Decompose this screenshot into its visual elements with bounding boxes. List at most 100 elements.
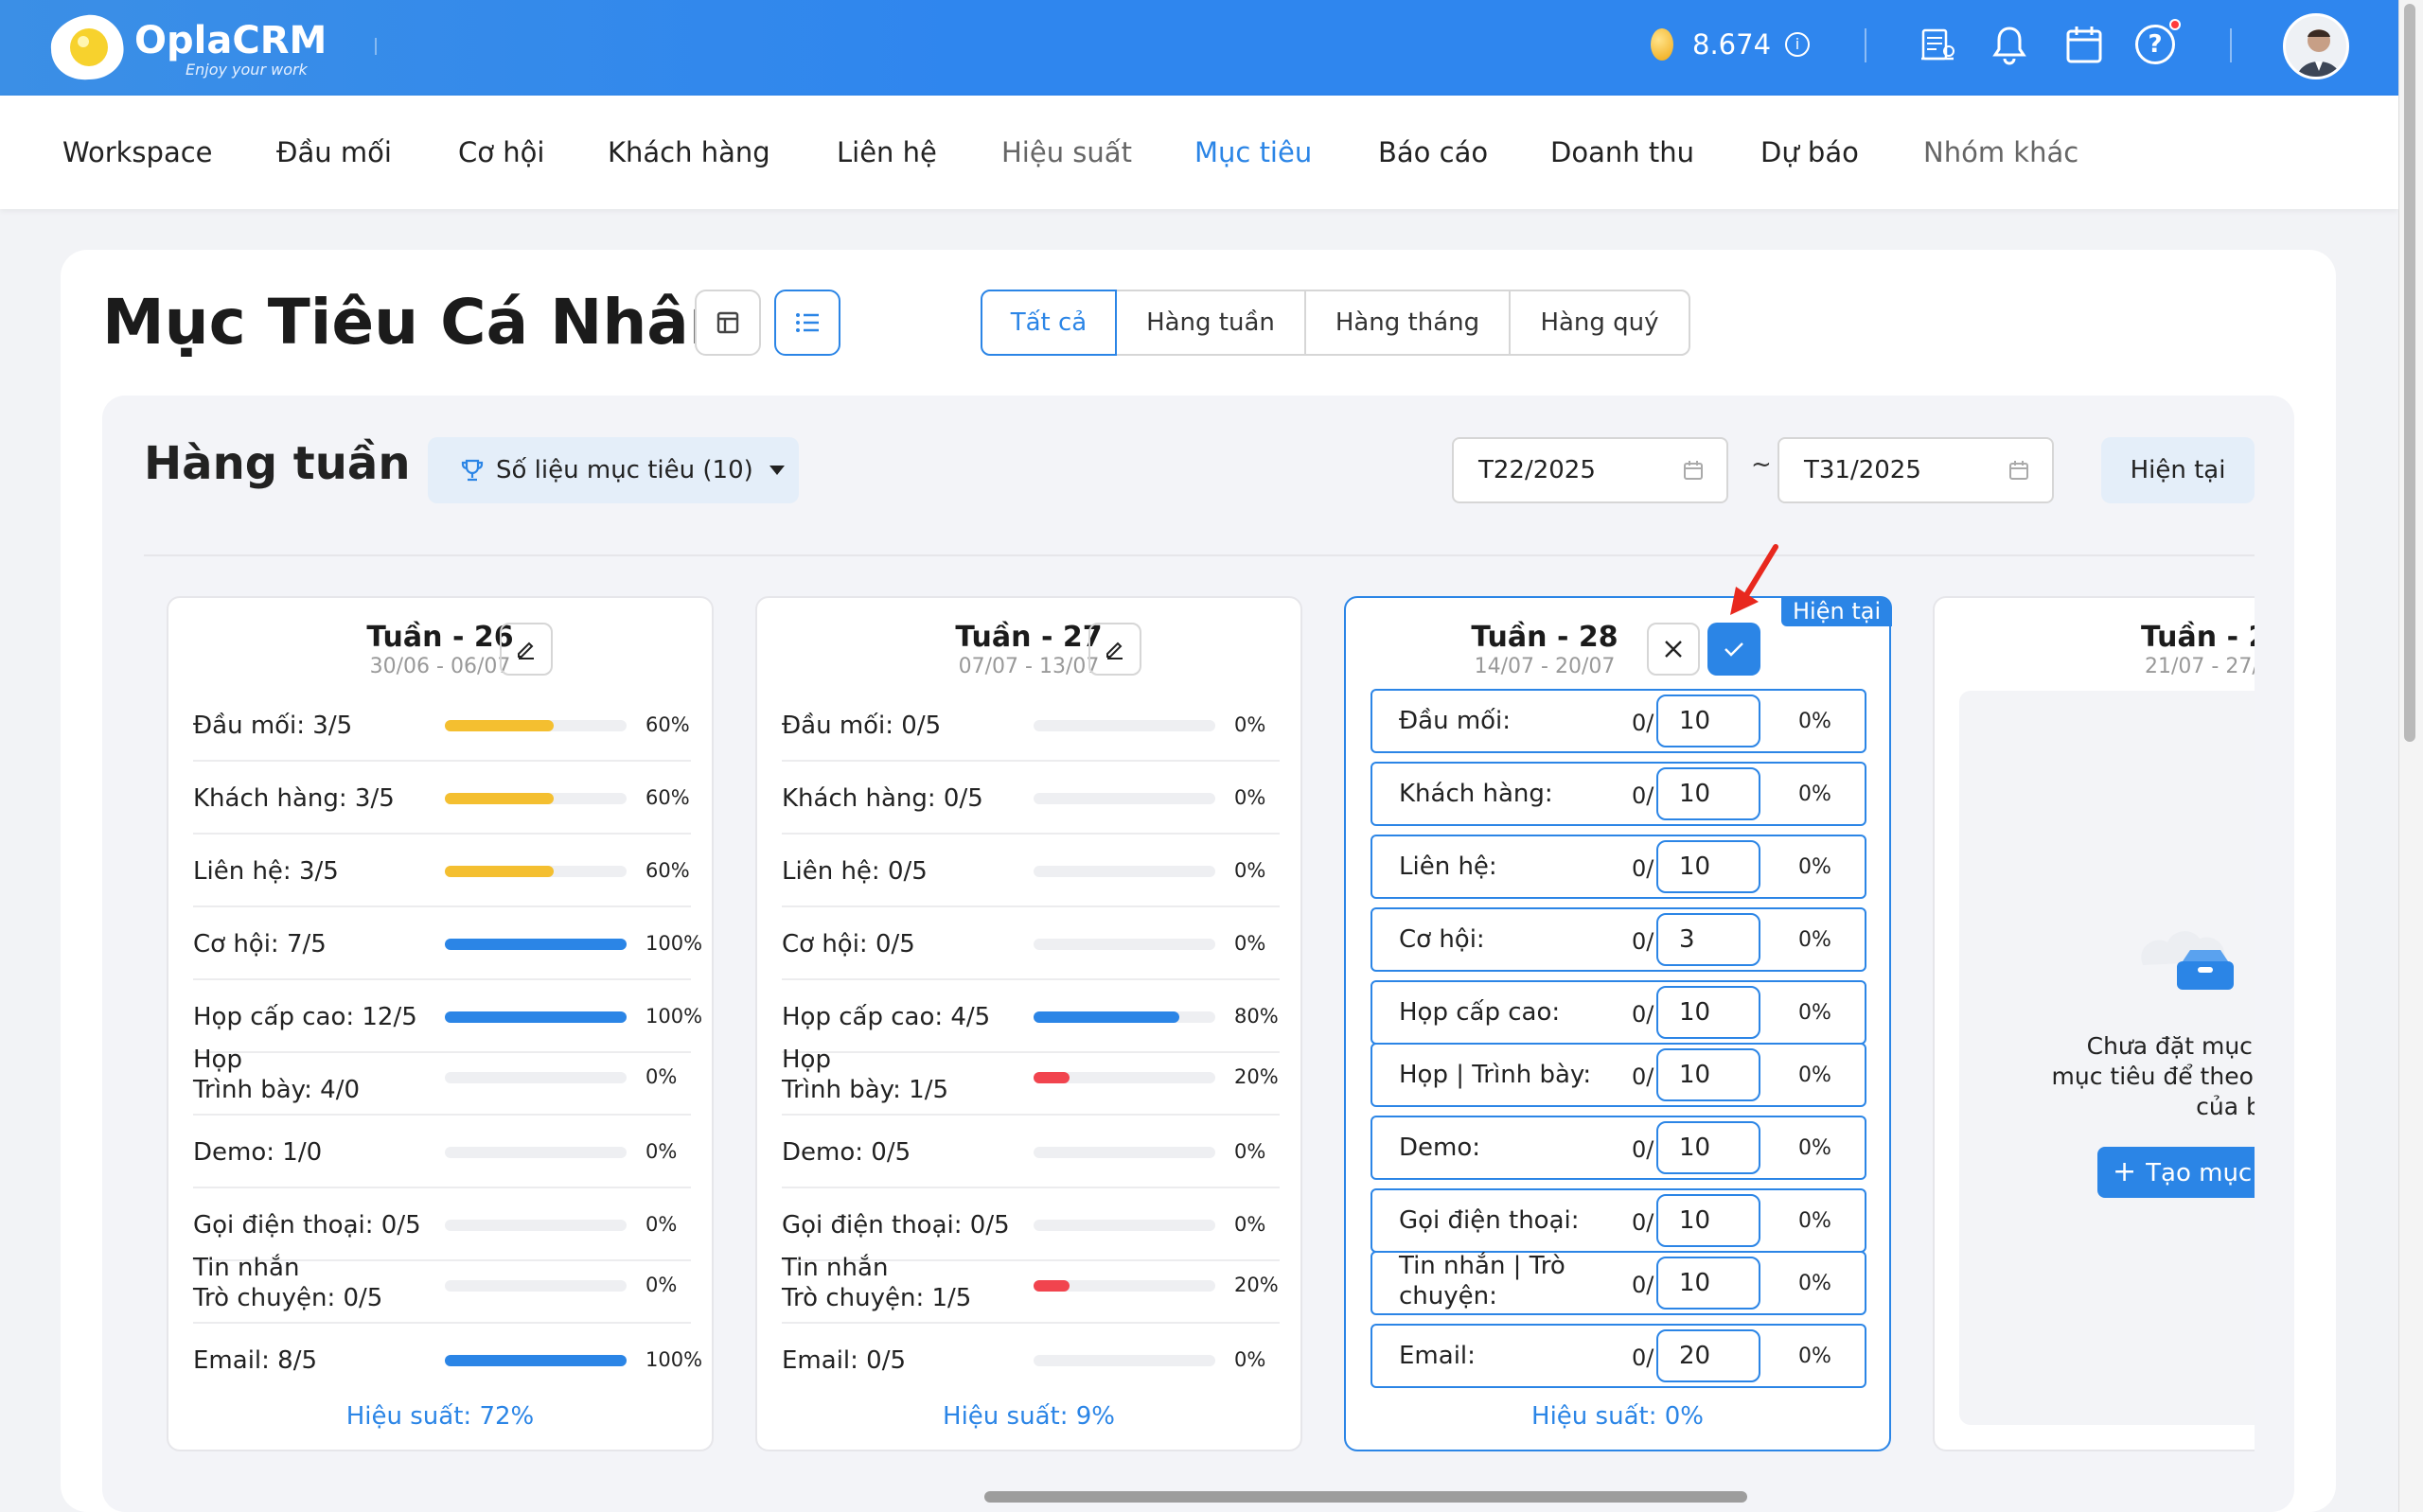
- goal-label: Khách hàng:: [1399, 780, 1553, 808]
- nav-revenue[interactable]: Doanh thu: [1550, 136, 1694, 168]
- goal-label: Đầu mối:: [1399, 707, 1512, 735]
- current-period-button[interactable]: Hiện tại: [2101, 437, 2255, 503]
- tab-all[interactable]: Tất cả: [981, 290, 1117, 356]
- calendar-icon[interactable]: [2065, 25, 2103, 64]
- tab-weekly[interactable]: Hàng tuần: [1115, 290, 1306, 356]
- goal-progress-fill: [1034, 1279, 1070, 1292]
- annotation-arrow-icon: [1730, 544, 1778, 615]
- logo[interactable]: [45, 9, 131, 85]
- week-dates: 07/07 - 13/07: [958, 655, 1100, 678]
- report-icon[interactable]: [1918, 26, 1957, 64]
- brand-tagline: Enjoy your work: [186, 61, 308, 79]
- goal-label: Khách hàng: 3/5: [193, 783, 395, 813]
- list-view-button[interactable]: [774, 290, 840, 356]
- goal-target-input[interactable]: 10: [1656, 986, 1760, 1039]
- help-icon[interactable]: ?: [2135, 25, 2175, 64]
- board-view-button[interactable]: [695, 290, 761, 356]
- goal-edit-row: Họp cấp cao: 0/10 0%: [1371, 980, 1866, 1045]
- goal-progress-track: [445, 1146, 627, 1158]
- date-from-value: T22/2025: [1478, 456, 1596, 484]
- goal-label: Liên hệ:: [1399, 853, 1497, 881]
- goal-progress-track: [1034, 1011, 1215, 1023]
- goal-percent: 0%: [1234, 931, 1266, 955]
- topbar-separator-2: [1865, 28, 1866, 62]
- nav-customers[interactable]: Khách hàng: [608, 136, 770, 168]
- goal-percent: 0%: [646, 1273, 678, 1296]
- goal-target-input[interactable]: 10: [1656, 767, 1760, 820]
- goal-row: Email: 8/5 100%: [193, 1324, 702, 1397]
- goal-percent: 0%: [1234, 1212, 1266, 1236]
- edit-week-button[interactable]: [1088, 623, 1141, 676]
- date-to-input[interactable]: T31/2025: [1777, 437, 2054, 503]
- nav-forecast[interactable]: Dự báo: [1760, 136, 1859, 168]
- week-title: Tuần - 26: [366, 621, 514, 654]
- nav-performance[interactable]: Hiệu suất: [1001, 136, 1132, 168]
- goal-row: Họp cấp cao: 4/5 80%: [782, 980, 1280, 1053]
- vertical-scroll-thumb[interactable]: [2404, 4, 2415, 742]
- metric-dropdown-label: Số liệu mục tiêu (10): [496, 456, 753, 484]
- save-edit-button[interactable]: [1707, 623, 1760, 676]
- check-icon: [1724, 642, 1743, 657]
- goal-label: Đầu mối: 3/5: [193, 711, 353, 740]
- goal-label: Email:: [1399, 1342, 1476, 1370]
- current-week-card: Tuần - 28 14/07 - 20/07 Hiện tại Hiệu su…: [1344, 596, 1893, 1451]
- main-nav: Workspace Đầu mối Cơ hội Khách hàng Liên…: [0, 96, 2398, 209]
- date-from-input[interactable]: T22/2025: [1452, 437, 1728, 503]
- goal-progress-track: [445, 938, 627, 950]
- goal-edit-row: Email: 0/20 0%: [1371, 1324, 1866, 1388]
- week-dates: 21/07 - 27/0: [2145, 655, 2255, 678]
- week-title: Tuần - 27: [955, 621, 1103, 654]
- goal-row: Cơ hội: 7/5 100%: [193, 907, 702, 980]
- goal-label: Demo:: [1399, 1134, 1481, 1162]
- nav-workspace[interactable]: Workspace: [62, 136, 213, 168]
- nav-leads[interactable]: Đầu mối: [276, 136, 392, 168]
- goal-label: Cơ hội:: [1399, 925, 1485, 954]
- goal-target-input[interactable]: 3: [1656, 913, 1760, 966]
- goal-percent: 0%: [646, 1212, 678, 1236]
- info-icon[interactable]: i: [1785, 32, 1810, 57]
- create-goal-button[interactable]: + Tạo mục: [2097, 1147, 2255, 1198]
- goal-target-input[interactable]: 10: [1656, 1048, 1760, 1101]
- week-title: Tuần - 2: [2141, 621, 2255, 654]
- edit-week-button[interactable]: [500, 623, 553, 676]
- goal-percent: 100%: [646, 931, 703, 955]
- tab-monthly[interactable]: Hàng tháng: [1304, 290, 1511, 356]
- nav-opportunities[interactable]: Cơ hội: [458, 136, 545, 168]
- goal-percent: 0%: [646, 1139, 678, 1163]
- goal-label: Cơ hội: 7/5: [193, 929, 327, 958]
- goal-target-input[interactable]: 10: [1656, 840, 1760, 893]
- nav-reports[interactable]: Báo cáo: [1378, 136, 1489, 168]
- goal-row: Gọi điện thoại: 0/5 0%: [782, 1188, 1280, 1261]
- avatar[interactable]: [2283, 13, 2349, 79]
- goal-label: Demo: 0/5: [782, 1137, 911, 1167]
- goal-label: Demo: 1/0: [193, 1137, 323, 1167]
- goal-achieved: 0/: [1632, 928, 1654, 955]
- goal-achieved: 0/: [1632, 1209, 1654, 1236]
- goal-target-input[interactable]: 20: [1656, 1329, 1760, 1382]
- goal-target-input[interactable]: 10: [1656, 1257, 1760, 1310]
- week-card: Tuần - 26 30/06 - 06/07 Hiệu suất: 72% Đ…: [167, 596, 714, 1451]
- date-to-value: T31/2025: [1804, 456, 1921, 484]
- goal-edit-row: Gọi điện thoại: 0/10 0%: [1371, 1188, 1866, 1253]
- pencil-icon: [518, 642, 534, 659]
- nav-more[interactable]: Nhóm khác: [1923, 136, 2079, 168]
- brand-name: OplaCRM: [134, 19, 327, 62]
- goal-label: Họp cấp cao:: [1399, 998, 1561, 1027]
- goal-target-input[interactable]: 10: [1656, 694, 1760, 747]
- calendar-icon: [1684, 461, 1703, 480]
- goal-percent: 60%: [646, 712, 690, 736]
- goal-percent: 20%: [1234, 1273, 1279, 1296]
- goal-target-input[interactable]: 10: [1656, 1121, 1760, 1174]
- horizontal-scroll-thumb[interactable]: [984, 1491, 1747, 1503]
- goal-progress-track: [1034, 1146, 1215, 1158]
- goal-row: Email: 0/5 0%: [782, 1324, 1280, 1397]
- goal-target-input[interactable]: 10: [1656, 1194, 1760, 1247]
- nav-goals[interactable]: Mục tiêu: [1194, 136, 1313, 168]
- metric-dropdown[interactable]: Số liệu mục tiêu (10): [428, 437, 799, 503]
- bell-icon[interactable]: [1991, 25, 2027, 66]
- nav-contacts[interactable]: Liên hệ: [837, 136, 937, 168]
- goal-label: Tin nhắn Trò chuyện: 1/5: [782, 1254, 972, 1312]
- cancel-edit-button[interactable]: [1647, 623, 1700, 676]
- goal-edit-row: Họp | Trình bày: 0/10 0%: [1371, 1043, 1866, 1107]
- tab-quarterly[interactable]: Hàng quý: [1509, 290, 1690, 356]
